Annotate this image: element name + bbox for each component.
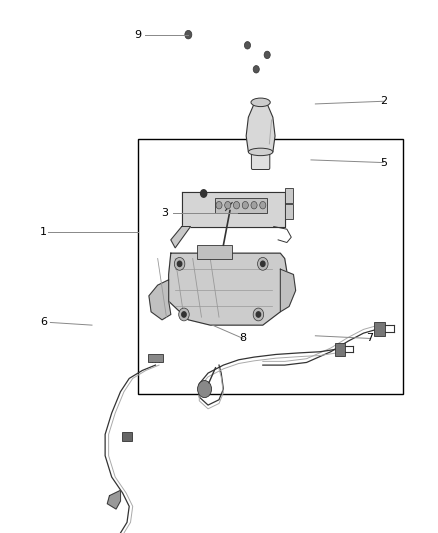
Circle shape — [179, 308, 189, 321]
Circle shape — [198, 381, 212, 398]
Polygon shape — [169, 253, 289, 325]
Circle shape — [253, 308, 264, 321]
Circle shape — [182, 312, 186, 317]
Ellipse shape — [248, 148, 273, 156]
PathPatch shape — [246, 100, 275, 152]
Bar — [335, 343, 345, 356]
Text: 9: 9 — [134, 30, 141, 39]
Circle shape — [233, 201, 240, 209]
Text: 7: 7 — [367, 334, 374, 343]
Text: 6: 6 — [40, 318, 47, 327]
Polygon shape — [182, 192, 285, 227]
Circle shape — [253, 66, 259, 73]
Circle shape — [261, 261, 265, 266]
Bar — [285, 204, 293, 219]
Bar — [148, 354, 163, 362]
Bar — [197, 245, 232, 259]
Circle shape — [251, 201, 257, 209]
Bar — [374, 322, 385, 336]
Bar — [138, 139, 403, 394]
Circle shape — [260, 201, 266, 209]
Bar — [122, 432, 132, 441]
Circle shape — [256, 312, 261, 317]
Circle shape — [174, 257, 185, 270]
Circle shape — [177, 261, 182, 266]
Polygon shape — [171, 227, 191, 248]
Polygon shape — [149, 280, 171, 320]
Bar — [215, 198, 267, 213]
Bar — [285, 188, 293, 203]
Text: 8: 8 — [240, 334, 247, 343]
Ellipse shape — [251, 98, 270, 107]
Circle shape — [216, 201, 222, 209]
Circle shape — [201, 190, 207, 197]
Circle shape — [225, 201, 231, 209]
Circle shape — [258, 257, 268, 270]
Text: 2: 2 — [380, 96, 387, 106]
Polygon shape — [280, 269, 296, 312]
Circle shape — [242, 201, 248, 209]
Circle shape — [264, 51, 270, 59]
Circle shape — [185, 30, 192, 39]
Circle shape — [244, 42, 251, 49]
Text: 1: 1 — [40, 227, 47, 237]
FancyBboxPatch shape — [251, 153, 270, 169]
Text: 3: 3 — [161, 208, 168, 218]
Polygon shape — [107, 490, 120, 509]
Text: 5: 5 — [380, 158, 387, 167]
